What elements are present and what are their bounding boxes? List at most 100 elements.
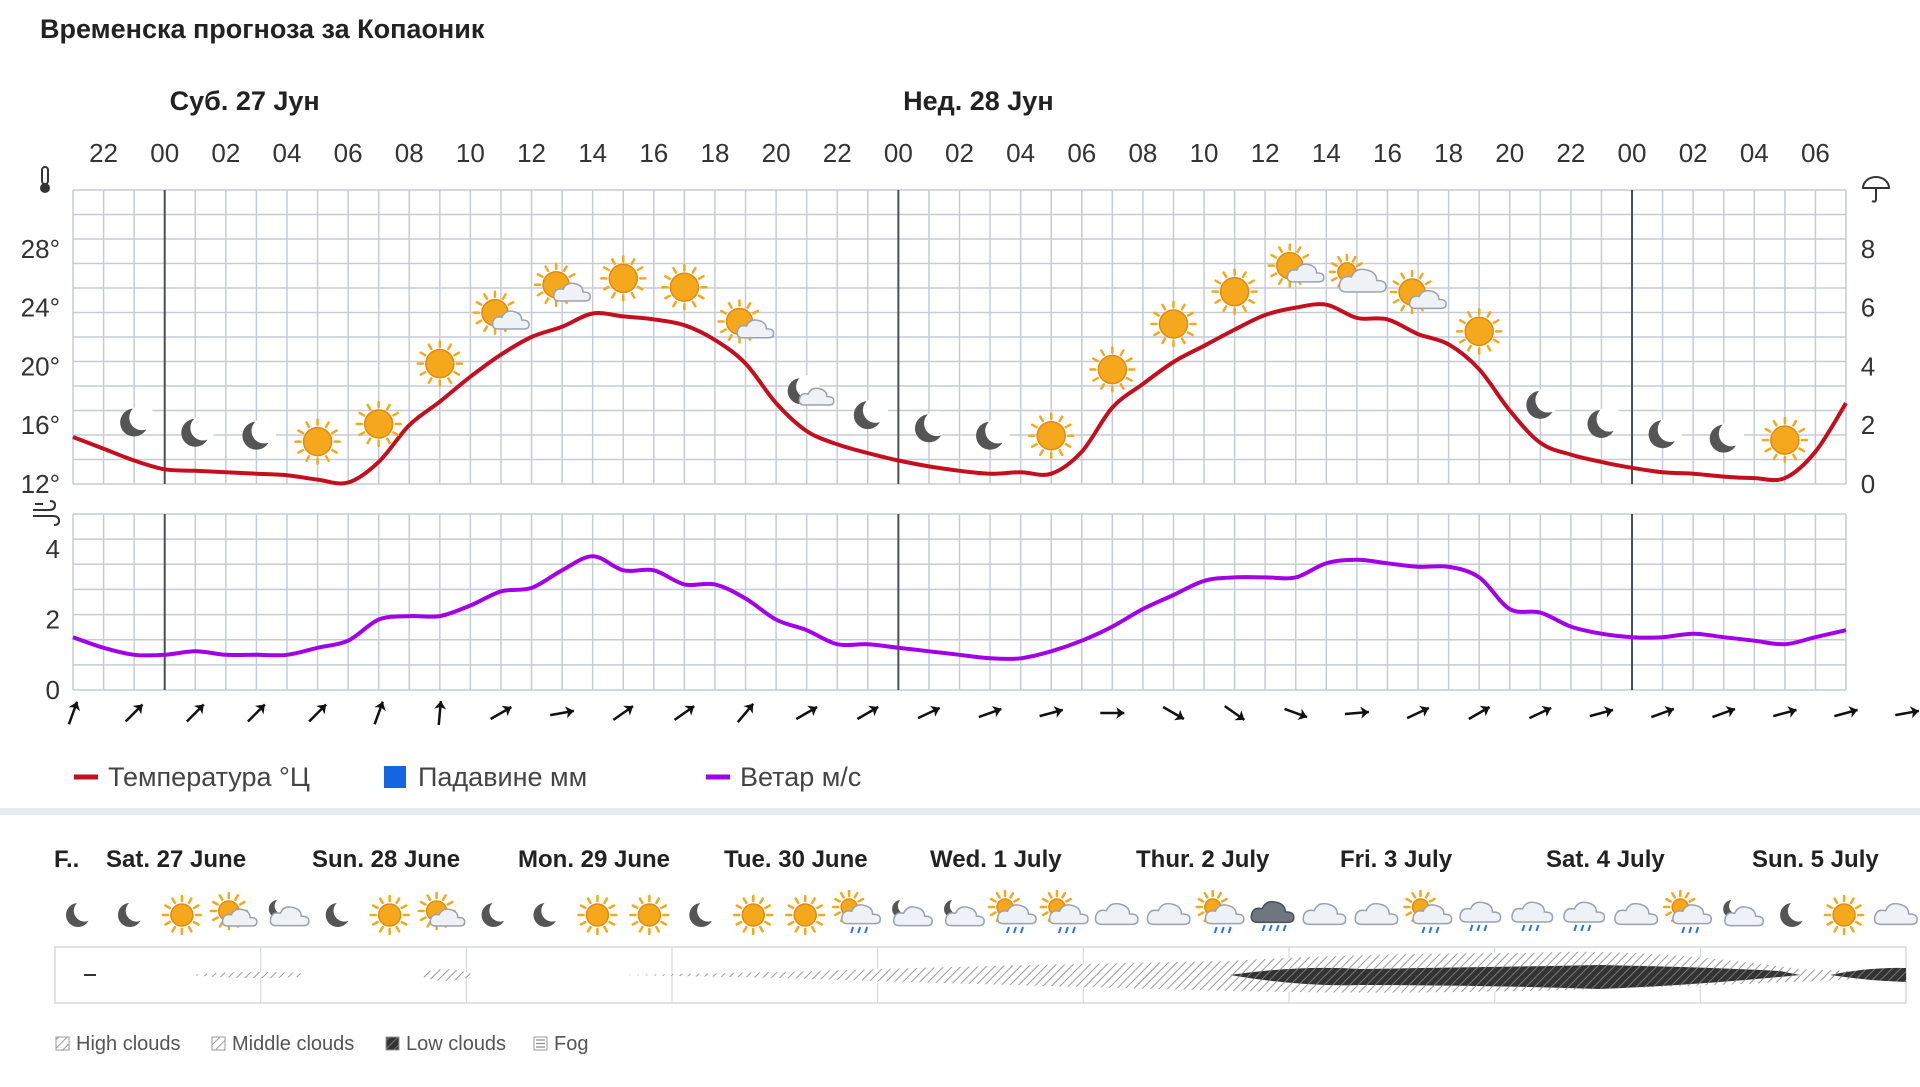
sun-ray — [1337, 255, 1343, 263]
cloud-layer-mark — [84, 974, 96, 976]
sun-disc — [302, 426, 333, 457]
wind-arrow — [1834, 706, 1858, 718]
hour-tick-label: 02 — [1679, 138, 1708, 168]
wind-arrow-head — [374, 701, 386, 712]
wind-arrow-head — [1360, 706, 1369, 719]
sun-icon — [416, 340, 464, 387]
cloud-legend-swatch — [211, 1036, 226, 1051]
sun-ray — [727, 302, 733, 309]
rain-drop — [1064, 926, 1069, 934]
cloud-icon — [1048, 904, 1089, 925]
sun-ray — [1153, 331, 1161, 337]
cloud-shape — [996, 904, 1037, 925]
thermometer-stem — [41, 166, 49, 185]
multiday-day-label: Fri. 3 July — [1340, 846, 1453, 873]
rain-drop — [850, 926, 855, 934]
sun-ray — [395, 925, 401, 933]
sun-ray — [1041, 911, 1049, 917]
sun-ray — [1792, 453, 1798, 461]
wind-arrow-head — [1297, 708, 1308, 721]
sun-disc — [793, 903, 817, 927]
cloud-icon — [221, 908, 258, 927]
sun-ray — [419, 916, 427, 922]
sun-ray — [1854, 920, 1862, 926]
wind-arrow-head — [1116, 707, 1125, 719]
hour-tick-label: 06 — [334, 138, 363, 168]
sun-ray — [1038, 449, 1044, 457]
sun-ray — [358, 431, 366, 437]
wind-arrow-head — [501, 705, 512, 717]
cloud-shape — [553, 282, 591, 302]
moon-cutout — [862, 397, 889, 423]
sun-ray — [501, 293, 507, 301]
sun-ray — [297, 448, 305, 454]
sun-ray — [630, 291, 636, 299]
cloud-icon — [1354, 902, 1399, 926]
cloud-icon — [269, 906, 310, 927]
sun-icon — [1150, 300, 1197, 348]
sun-icon — [1027, 412, 1075, 459]
cloud-icon — [1286, 263, 1325, 283]
sun-ray — [1278, 246, 1284, 253]
wind-arrow — [434, 700, 447, 726]
sun-ray — [1248, 279, 1255, 285]
sun-ray — [857, 897, 865, 903]
sun-ray — [816, 920, 823, 926]
sun-ray — [544, 265, 550, 273]
sun-ray — [385, 437, 391, 445]
sun-ray — [746, 302, 752, 309]
thermometer-bulb — [40, 183, 50, 193]
rain-drop — [1695, 926, 1700, 934]
sun-ray — [1125, 357, 1133, 363]
sun-ray — [810, 897, 816, 905]
sun-ray — [1411, 891, 1417, 899]
cloud-shape — [1048, 904, 1089, 925]
wind-arrow — [308, 703, 327, 723]
wind-arrow-head — [68, 701, 81, 712]
sun-ray — [238, 900, 246, 906]
sun-ray — [586, 925, 592, 933]
sun-ray — [752, 309, 759, 315]
wind-arrow — [917, 705, 941, 720]
sun-ray — [1296, 246, 1302, 253]
sun-ray — [1792, 419, 1798, 427]
sun-ray — [1064, 423, 1072, 429]
hour-tick-label: 22 — [1556, 138, 1585, 168]
rain-drop — [1469, 924, 1474, 932]
cloud-shape — [1354, 902, 1399, 926]
cloud-icon — [553, 282, 591, 302]
sun-disc — [1219, 276, 1250, 307]
sun-icon — [369, 894, 410, 936]
sun-icon — [1211, 268, 1258, 315]
wind-arrow — [736, 703, 755, 723]
sun-ray — [568, 272, 576, 278]
sun-ray — [1798, 427, 1806, 433]
wind-arrow — [1284, 707, 1308, 721]
cloud-shape — [491, 310, 530, 330]
hour-tick-label: 10 — [456, 138, 485, 168]
low-cloud-band — [1830, 967, 1906, 982]
wind-arrow — [1772, 706, 1797, 718]
wind-arrow — [1528, 705, 1552, 720]
cloud-shape — [1873, 902, 1918, 926]
cloud-icon — [1250, 900, 1295, 924]
sun-ray — [1665, 897, 1672, 903]
sun-ray — [636, 266, 644, 272]
rain-drop — [1435, 926, 1440, 934]
hour-tick-label: 02 — [211, 138, 240, 168]
sun-ray — [1038, 415, 1044, 423]
hour-tick-label: 22 — [823, 138, 852, 168]
wind-arrow-head — [434, 701, 447, 710]
day-label: Нед. 28 Јун — [903, 86, 1054, 116]
cloud-icon — [1412, 904, 1453, 925]
rain-drop — [1213, 926, 1218, 934]
sun-ray — [331, 429, 338, 435]
cloud-shape — [1250, 900, 1295, 924]
wind-arrow — [1711, 705, 1736, 719]
sun-ray — [1092, 357, 1099, 363]
sun-ray — [1833, 897, 1839, 905]
rain-drop — [864, 926, 869, 934]
cloud-shape — [1204, 904, 1245, 925]
sun-ray — [427, 377, 433, 384]
